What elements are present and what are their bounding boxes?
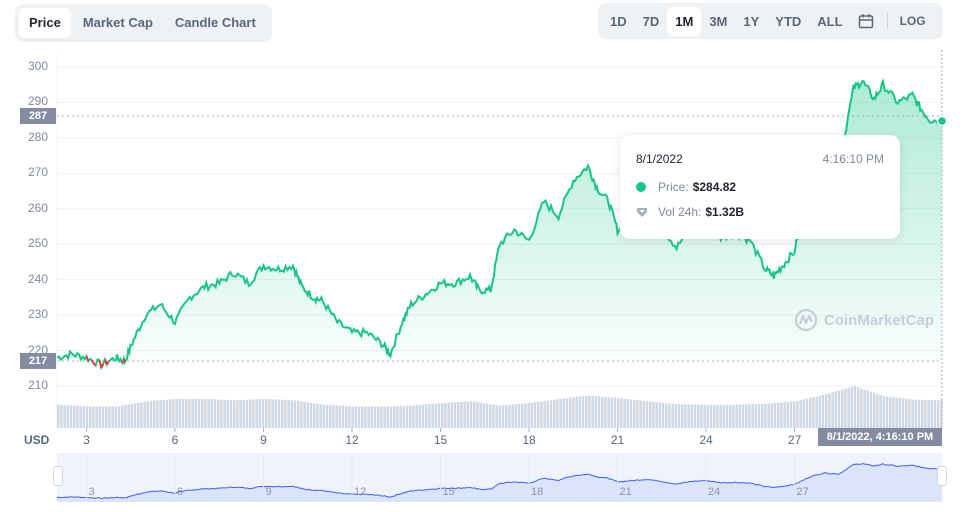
calendar-icon[interactable]	[851, 7, 881, 36]
chart-type-tabs: Price Market Cap Candle Chart	[15, 4, 272, 42]
hover-point	[936, 115, 948, 127]
x-axis-ticks	[86, 428, 795, 432]
tab-market-cap[interactable]: Market Cap	[82, 15, 153, 30]
svg-text:27: 27	[797, 486, 809, 498]
volume-shield-icon	[637, 207, 647, 217]
y-tick-label: 300	[27, 59, 48, 73]
range-3m[interactable]: 3M	[709, 13, 728, 29]
tooltip-time: 4:16:10 PM	[822, 152, 884, 166]
x-tick-label: 3	[83, 433, 90, 447]
x-tick-label: 27	[787, 433, 802, 447]
navigator-area	[57, 463, 942, 502]
range-7d[interactable]: 7D	[642, 13, 660, 29]
time-range-selector: 1D 7D 1M 3M 1Y YTD ALL LOG	[598, 3, 943, 39]
x-tick-label: 15	[433, 433, 448, 447]
y-tick-label: 260	[27, 200, 48, 215]
y-tick-label: 270	[27, 165, 48, 180]
range-ytd[interactable]: YTD	[775, 13, 802, 29]
x-tick-label: 6	[171, 433, 179, 447]
currency-label: USD	[24, 433, 50, 447]
tooltip-price-row: Price: $284.82	[636, 180, 736, 194]
coinmarketcap-logo-icon	[794, 308, 818, 332]
log-scale-toggle[interactable]: LOG	[899, 14, 926, 28]
navigator-left-handle[interactable]	[53, 466, 63, 486]
x-tick-label: 9	[260, 433, 267, 447]
y-tick-label: 230	[27, 307, 48, 322]
y-tick-label: 210	[27, 377, 48, 392]
x-tick-label: 12	[345, 433, 359, 447]
volume-bars	[57, 386, 943, 428]
coinmarketcap-watermark: CoinMarketCap	[794, 308, 934, 332]
price-dot-icon	[636, 182, 646, 192]
y-tick-label: 240	[27, 271, 48, 286]
tab-candle-chart[interactable]: Candle Chart	[174, 15, 256, 30]
x-tick-label: 21	[610, 433, 625, 447]
tooltip-price-value: $284.82	[692, 180, 737, 194]
y-tick-label: 250	[27, 236, 48, 251]
open-price-tag: 217	[20, 353, 56, 369]
price-line-below-open	[85, 355, 126, 369]
tab-price[interactable]: Price	[19, 8, 71, 38]
crosshair-date-tag: 8/1/2022, 4:16:10 PM	[818, 428, 942, 446]
price-area	[57, 81, 942, 368]
range-1y[interactable]: 1Y	[743, 13, 760, 29]
svg-text:15: 15	[443, 486, 455, 498]
price-tooltip: 8/1/2022 4:16:10 PM Price: $284.82 Vol 2…	[620, 135, 900, 239]
y-tick-label: 290	[27, 94, 48, 109]
divider	[886, 13, 888, 29]
svg-text:21: 21	[620, 486, 632, 498]
x-tick-label: 24	[699, 433, 713, 447]
current-price-tag: 287	[20, 108, 56, 124]
y-tick-label: 280	[27, 129, 48, 144]
svg-text:9: 9	[266, 486, 272, 498]
navigator-right-handle[interactable]	[937, 466, 947, 486]
tooltip-volume-row: Vol 24h: $1.32B	[636, 205, 744, 219]
tooltip-date: 8/1/2022	[636, 152, 683, 166]
svg-text:6: 6	[177, 486, 183, 498]
svg-text:18: 18	[531, 486, 543, 498]
x-tick-label: 18	[522, 433, 536, 447]
range-all[interactable]: ALL	[817, 13, 843, 29]
range-1d[interactable]: 1D	[610, 13, 627, 29]
svg-text:12: 12	[354, 486, 366, 498]
svg-text:24: 24	[708, 486, 720, 498]
range-1m[interactable]: 1M	[667, 6, 702, 36]
tooltip-volume-value: $1.32B	[705, 205, 745, 219]
svg-text:3: 3	[89, 486, 95, 498]
navigator-line	[57, 463, 942, 500]
